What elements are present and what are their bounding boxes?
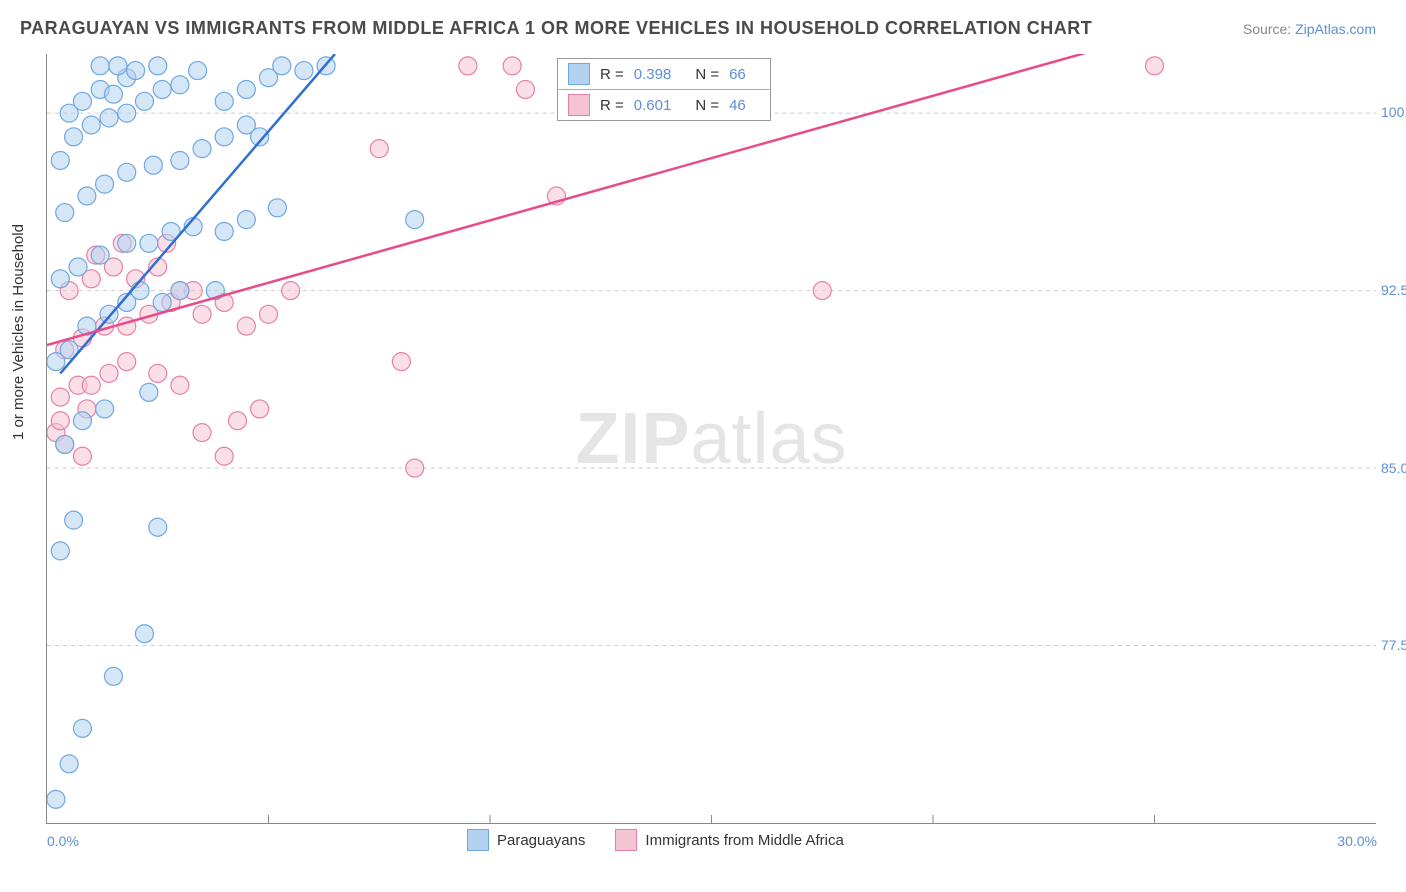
- legend-swatch-2: [568, 94, 590, 116]
- chart-svg: [47, 54, 1376, 823]
- legend-item-1: Paraguayans: [467, 829, 585, 851]
- y-tick-label: 77.5%: [1381, 637, 1406, 653]
- legend-swatch-bottom-2: [615, 829, 637, 851]
- y-tick-label: 85.0%: [1381, 460, 1406, 476]
- x-ticks: [269, 815, 1155, 823]
- y-axis-label: 1 or more Vehicles in Household: [10, 224, 27, 440]
- chart-title: PARAGUAYAN VS IMMIGRANTS FROM MIDDLE AFR…: [20, 18, 1092, 39]
- y-tick-label: 92.5%: [1381, 282, 1406, 298]
- correlation-legend: R = 0.398 N = 66 R = 0.601 N = 46: [557, 58, 771, 121]
- x-tick-label: 30.0%: [1337, 833, 1377, 849]
- y-tick-label: 100.0%: [1381, 104, 1406, 120]
- source-label: Source:: [1243, 21, 1291, 37]
- legend-swatch-1: [568, 63, 590, 85]
- legend-item-2: Immigrants from Middle Africa: [615, 829, 843, 851]
- source-link[interactable]: ZipAtlas.com: [1295, 21, 1376, 37]
- source-attribution: Source: ZipAtlas.com: [1243, 21, 1376, 37]
- series-legend: Paraguayans Immigrants from Middle Afric…: [467, 829, 844, 851]
- x-tick-label: 0.0%: [47, 833, 79, 849]
- legend-row-2: R = 0.601 N = 46: [558, 90, 770, 120]
- plot-area: ZIPatlas 77.5%85.0%92.5%100.0% 0.0%30.0%…: [46, 54, 1376, 824]
- legend-row-1: R = 0.398 N = 66: [558, 59, 770, 90]
- grid-lines: [47, 113, 1376, 645]
- chart-header: PARAGUAYAN VS IMMIGRANTS FROM MIDDLE AFR…: [0, 0, 1406, 51]
- legend-swatch-bottom-1: [467, 829, 489, 851]
